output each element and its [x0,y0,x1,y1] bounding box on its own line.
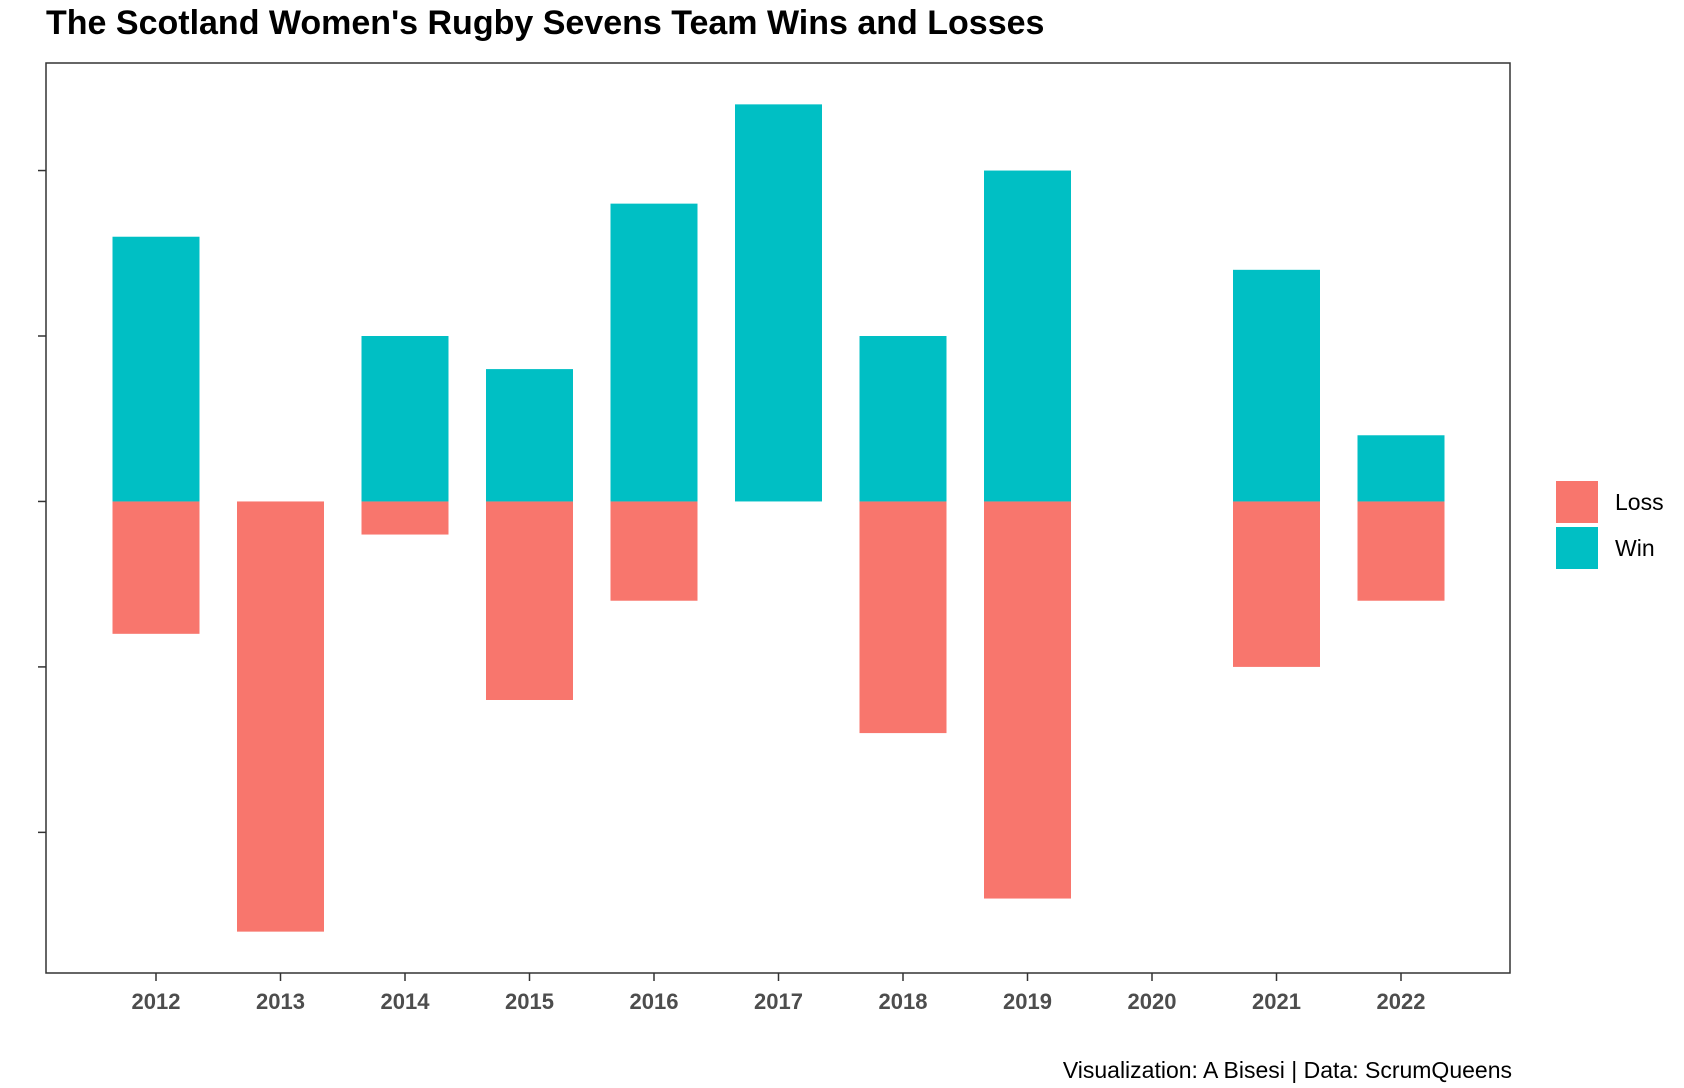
legend: Loss Win [1556,481,1664,569]
x-tick-label: 2016 [630,989,679,1014]
bar-loss-2021 [1233,501,1320,667]
bar-win-2012 [112,236,200,502]
x-tick-label: 2015 [505,989,554,1014]
bar-loss-2015 [486,501,573,700]
bar-loss-2018 [859,501,947,734]
legend-label-win: Win [1615,535,1655,561]
legend-key-loss [1556,481,1598,523]
bar-win-2021 [1233,269,1320,502]
x-tick-label: 2020 [1128,989,1177,1014]
bar-loss-2022 [1357,501,1445,601]
x-tick-label: 2021 [1252,989,1301,1014]
caption: Visualization: A Bisesi | Data: ScrumQue… [1062,1057,1512,1083]
x-tick-label: 2019 [1003,989,1052,1014]
bar-loss-2016 [610,501,698,601]
x-tick-label: 2013 [256,989,305,1014]
bar-win-2017 [735,104,822,502]
legend-key-win [1556,527,1598,569]
x-axis: 2012 2013 2014 2015 2016 2017 2018 2019 2020 2021… [132,973,1426,1014]
bar-win-2018 [859,336,947,502]
x-tick-label: 2022 [1377,989,1426,1014]
bar-loss-2013 [237,501,324,932]
bar-win-2016 [610,203,698,502]
bar-win-2022 [1357,435,1445,502]
bar-loss-2014 [361,501,449,535]
x-tick-label: 2017 [754,989,803,1014]
x-tick-label: 2012 [132,989,181,1014]
bar-win-2015 [486,369,573,502]
legend-label-loss: Loss [1615,489,1664,515]
x-tick-label: 2014 [381,989,431,1014]
y-axis [38,169,46,834]
bar-loss-2012 [112,501,200,634]
bar-win-2014 [361,336,449,502]
chart-title: The Scotland Women's Rugby Sevens Team W… [46,4,1045,42]
bar-loss-2019 [984,501,1071,899]
x-tick-label: 2018 [879,989,928,1014]
bars-group [112,104,1445,932]
bar-win-2019 [984,170,1071,502]
